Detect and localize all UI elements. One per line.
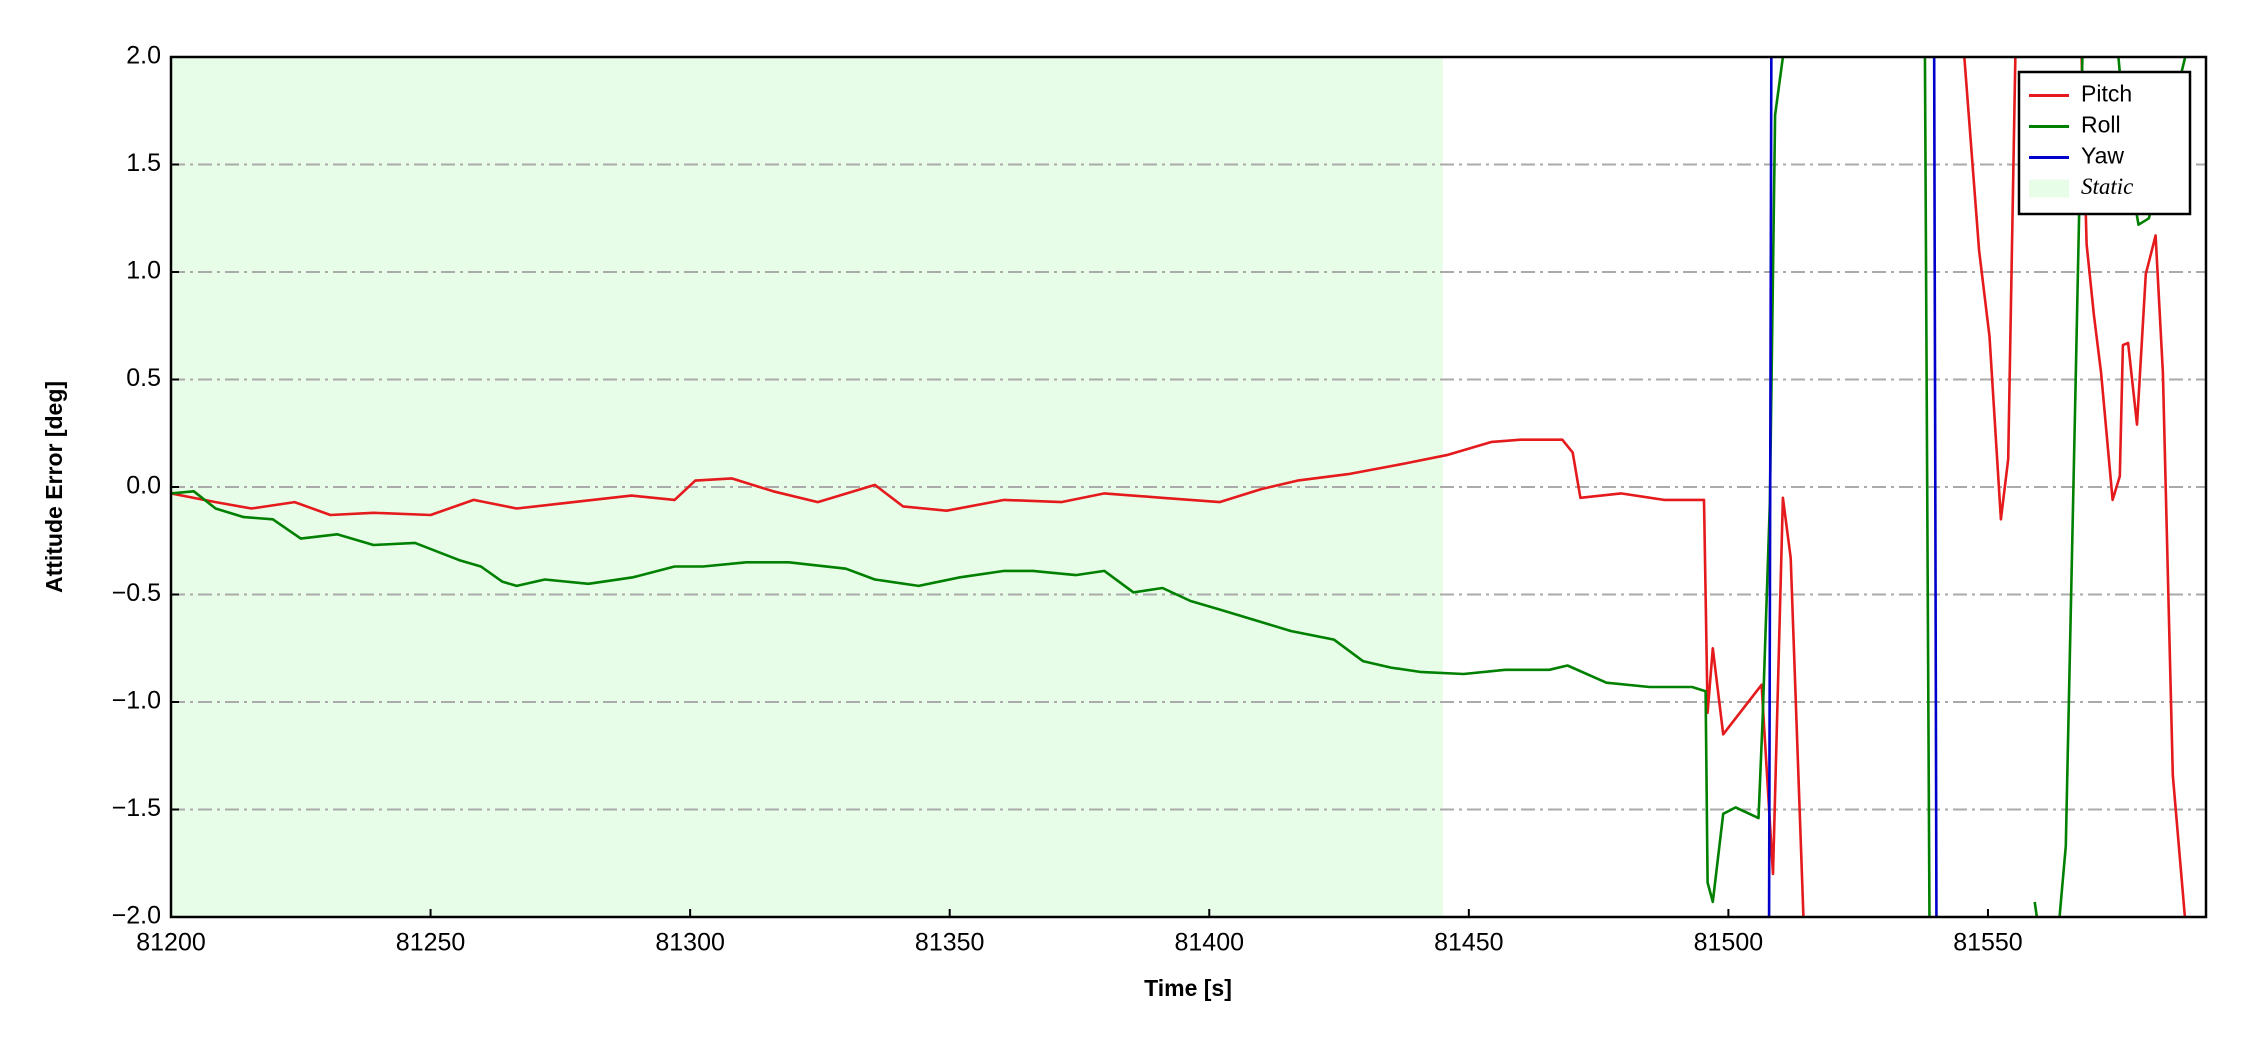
y-axis-label: Attitude Error [deg] — [41, 381, 67, 593]
axes-layer: −2.0 −1.5 −1.0 −0.5 0.0 0.5 1.0 1.5 2.0 81200 8125… — [112, 42, 2208, 957]
x-tick-label: 81450 — [1434, 929, 1504, 957]
x-tick-label: 81400 — [1174, 929, 1244, 957]
x-tick-label: 81250 — [396, 929, 466, 957]
line-layer — [171, 57, 2187, 917]
legend: Pitch Roll Yaw Static — [2017, 70, 2192, 216]
legend-swatch — [2029, 179, 2069, 198]
x-tick-label: 81500 — [1694, 929, 1764, 957]
y-tick-label: −1.5 — [112, 794, 161, 822]
x-tick-label: 81300 — [655, 929, 725, 957]
y-tick-label: −1.0 — [112, 687, 161, 715]
x-axis-label: Time [s] — [1144, 975, 1232, 1001]
series-line — [1767, 57, 1938, 917]
y-tick-label: −2.0 — [112, 902, 161, 930]
legend-label: Yaw — [2081, 143, 2124, 169]
x-tick-label: 81550 — [1953, 929, 2023, 957]
legend-label: Static — [2081, 174, 2133, 199]
plot-frame — [169, 55, 2208, 919]
y-tick-label: 0.0 — [126, 472, 161, 500]
x-tick-label: 81350 — [915, 929, 985, 957]
series-line — [171, 57, 2187, 917]
y-tick-label: 1.5 — [126, 149, 161, 177]
y-tick-label: −0.5 — [112, 579, 161, 607]
y-tick-label: 0.5 — [126, 364, 161, 392]
series-line — [171, 57, 2187, 917]
y-tick-label: 1.0 — [126, 257, 161, 285]
x-tick-label: 81200 — [136, 929, 206, 957]
legend-label: Pitch — [2081, 81, 2132, 107]
y-tick-label: 2.0 — [126, 42, 161, 70]
legend-label: Roll — [2081, 112, 2121, 138]
